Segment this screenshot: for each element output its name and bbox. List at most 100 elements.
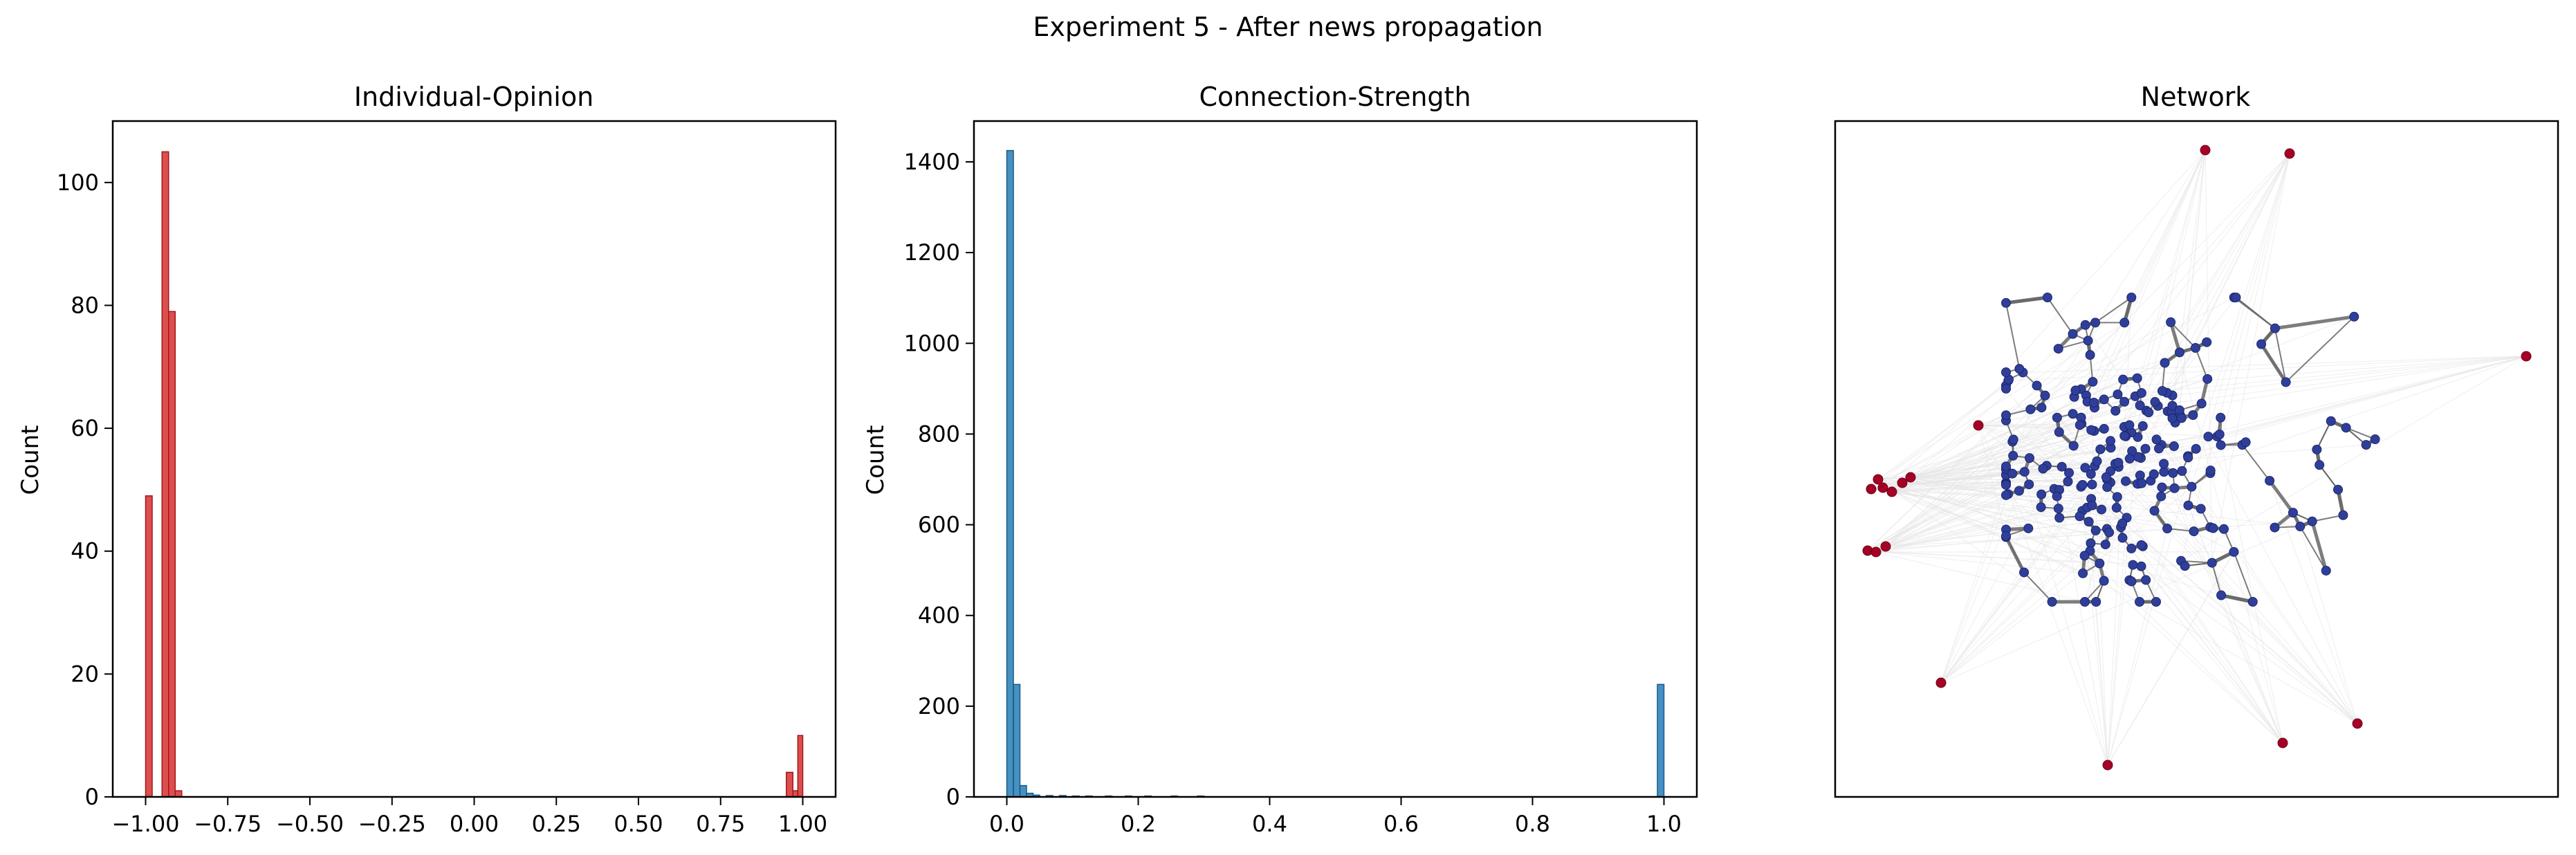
y-tick-label: 1200 [904, 239, 960, 266]
network-node [2036, 489, 2047, 499]
network-node [2001, 531, 2011, 541]
weak-edge [2029, 457, 2358, 724]
weak-edge [1867, 508, 2059, 551]
network-node [2102, 482, 2113, 493]
network-node [2124, 420, 2135, 430]
x-tick-label: 0.50 [614, 811, 663, 837]
weak-edge [2205, 149, 2213, 563]
network-node [2180, 561, 2190, 571]
weak-edge [2088, 340, 2108, 766]
weak-edge [2005, 149, 2206, 470]
network-node [2119, 318, 2130, 328]
strong-edge [2195, 347, 2209, 380]
x-tick-label: 0.8 [1515, 811, 1550, 837]
network-node [2187, 481, 2197, 492]
network-node [2064, 468, 2074, 478]
weak-edge [2124, 149, 2206, 323]
network-node [2333, 484, 2343, 495]
network-node [2054, 427, 2064, 437]
network-node [2038, 463, 2048, 474]
network-node [2099, 423, 2109, 434]
network-node [2113, 389, 2123, 400]
network-node [2057, 461, 2067, 472]
network-node [2174, 405, 2184, 415]
network-node [2216, 440, 2226, 450]
network-node [2118, 374, 2128, 385]
network-node [2036, 403, 2047, 413]
strong-edge [2316, 421, 2332, 450]
strong-edge [2005, 295, 2048, 305]
weak-edge [2142, 425, 2283, 744]
network-node [2338, 510, 2348, 520]
network-node [2079, 551, 2090, 561]
strong-edge [2310, 521, 2328, 571]
network-node [2149, 469, 2159, 479]
weak-edge [2107, 551, 2234, 766]
network-node [2119, 431, 2130, 441]
y-tick-label: 100 [57, 169, 99, 196]
network-node [2167, 401, 2178, 411]
y-tick-label: 200 [918, 693, 960, 719]
weak-edge [1891, 424, 2080, 493]
network-node [2053, 344, 2063, 354]
network-node [2042, 293, 2052, 302]
panel-title: Network [2141, 82, 2251, 112]
histogram-bar [1013, 683, 1021, 798]
y-tick-label: 1400 [904, 149, 960, 175]
network-node [2151, 434, 2162, 445]
weak-edge [1885, 439, 2014, 547]
network-node [2099, 576, 2109, 586]
network-node [2001, 479, 2011, 490]
network-node [2159, 467, 2169, 477]
network-node [2162, 524, 2173, 534]
y-tick-label: 60 [71, 415, 99, 441]
network-node [2176, 413, 2187, 423]
network-node [2202, 374, 2213, 384]
network-node [2068, 441, 2079, 451]
weak-edge [2081, 149, 2206, 424]
weak-edge [1902, 444, 2366, 484]
network-node [2112, 492, 2122, 502]
network-node [2040, 390, 2050, 401]
network-node [2092, 456, 2102, 466]
strong-edge [2319, 464, 2339, 490]
weak-edge [1910, 471, 2164, 478]
network-node [2231, 293, 2241, 302]
network-nodes [1862, 145, 2532, 771]
x-tick-label: −0.50 [276, 811, 344, 837]
weak-edge [2005, 468, 2358, 724]
weak-edge [2005, 484, 2108, 766]
weak-edge [1940, 472, 2211, 683]
network-node [2032, 380, 2042, 391]
y-tick-label: 800 [918, 421, 960, 447]
weak-edge [2139, 601, 2358, 724]
weak-edge [1978, 425, 2007, 537]
panel-connection-strength: Connection-Strength Count 0.0 0.2 0.4 0.6 0.… [862, 82, 1698, 837]
weak-edge [2044, 395, 2283, 744]
network-node [2097, 504, 2107, 515]
weak-edge [2092, 149, 2206, 383]
network-node [2168, 468, 2178, 478]
network-node [2128, 560, 2138, 570]
strong-edge [2235, 297, 2276, 329]
network-node [2019, 467, 2030, 477]
network-node [2001, 461, 2011, 472]
strong-edge [2268, 479, 2294, 514]
weak-edge [2041, 153, 2290, 408]
y-tick-label: 1000 [904, 330, 960, 356]
network-node [2001, 367, 2011, 378]
network-node [2135, 400, 2145, 410]
weak-edge [2171, 149, 2206, 406]
weak-edge [1870, 378, 2208, 490]
strong-edge [2274, 315, 2355, 331]
network-node [2150, 397, 2160, 407]
weak-edge [2220, 153, 2290, 445]
weak-edge [1940, 490, 2020, 683]
network-node [2106, 436, 2116, 446]
weak-edge [1910, 477, 2083, 512]
network-node [2126, 293, 2137, 302]
network-node [2208, 523, 2218, 533]
histogram-bar [168, 311, 176, 798]
network-node [2077, 479, 2088, 490]
network-node [2078, 568, 2088, 578]
